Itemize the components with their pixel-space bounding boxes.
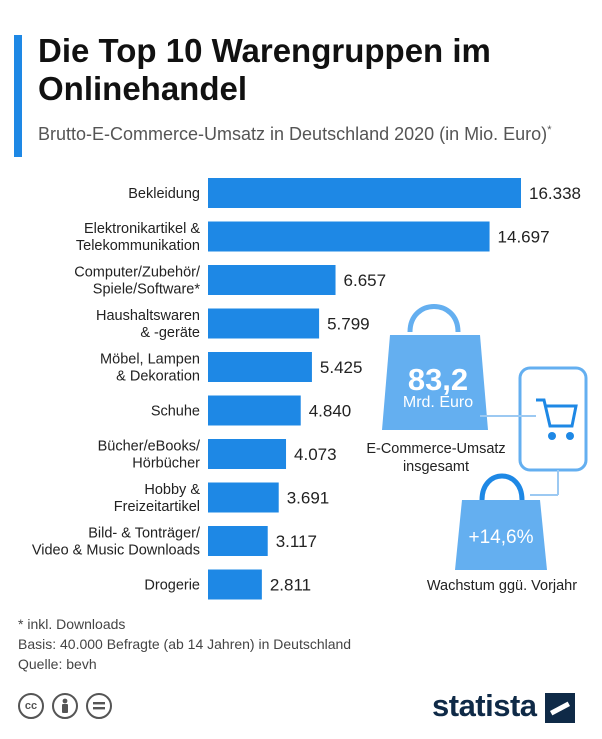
- statista-logo-icon: [545, 693, 575, 723]
- bar: [208, 526, 268, 556]
- total-value: 83,2: [407, 362, 469, 397]
- total-caption-line-1: E-Commerce-Umsatz: [366, 441, 506, 457]
- growth-value: +14,6%: [468, 527, 534, 548]
- value-label: 16.338: [529, 184, 581, 203]
- shopping-cart-icon: [536, 398, 578, 428]
- statista-logo[interactable]: statista: [432, 688, 537, 723]
- category-label: Schuhe: [151, 404, 200, 420]
- footnote-basis: Basis: 40.000 Befragte (ab 14 Jahren) in…: [18, 636, 352, 652]
- bar-chart: 16.338 Bekleidung 14.697 Elektronikartikel …: [32, 178, 581, 600]
- license-icons: cc: [18, 693, 112, 719]
- category-label-line: & Dekoration: [116, 369, 200, 385]
- bar: [208, 482, 279, 513]
- bar: [208, 178, 521, 208]
- category-label: Drogerie: [144, 578, 200, 594]
- phone-icon: [518, 366, 588, 472]
- nd-icon[interactable]: [86, 693, 112, 719]
- bar: [208, 352, 312, 382]
- chart-title: Die Top 10 Warengruppen im Onlinehandel: [38, 32, 491, 107]
- category-label-line: Video & Music Downloads: [32, 543, 200, 559]
- cc-icon[interactable]: cc: [18, 693, 44, 719]
- category-label-line: Elektronikartikel &: [84, 221, 200, 237]
- category-label-line: Hörbücher: [132, 456, 200, 472]
- category-label-line: Haushaltswaren: [96, 308, 200, 324]
- value-label: 3.117: [276, 532, 317, 551]
- footnote-source: Quelle: bevh: [18, 656, 97, 672]
- value-label: 6.657: [344, 271, 387, 290]
- category-label: Bild- & Tonträger/Video & Music Download…: [32, 526, 201, 559]
- value-label: 14.697: [498, 228, 550, 247]
- footnote-downloads: * inkl. Downloads: [18, 616, 126, 632]
- growth-caption: Wachstum ggü. Vorjahr: [426, 578, 578, 594]
- growth-bag-icon: [455, 500, 547, 570]
- value-label: 4.073: [294, 445, 337, 464]
- value-label: 3.691: [287, 489, 330, 508]
- total-bag-icon: [382, 335, 488, 430]
- category-label-line: Freizeitartikel: [114, 499, 200, 515]
- value-label: 4.840: [309, 402, 352, 421]
- subtitle-text: Brutto-E-Commerce-Umsatz in Deutschland …: [38, 124, 548, 144]
- category-label-line: Möbel, Lampen: [100, 352, 200, 368]
- chart-subtitle: Brutto-E-Commerce-Umsatz in Deutschland …: [38, 118, 578, 146]
- bar: [208, 308, 320, 339]
- growth-bag-handle-icon: [479, 473, 525, 501]
- category-label-line: Bekleidung: [128, 186, 200, 202]
- category-label-line: Bücher/eBooks/: [98, 439, 201, 455]
- category-label-line: Computer/Zubehör/: [74, 265, 201, 281]
- title-accent-bar: [14, 35, 22, 157]
- category-label-line: Telekommunikation: [76, 238, 200, 254]
- bar: [208, 569, 262, 600]
- category-label: Haushaltswaren & -geräte: [96, 308, 200, 341]
- bar: [208, 395, 301, 426]
- subtitle-footnote-mark: *: [547, 124, 552, 136]
- value-label: 2.811: [270, 576, 311, 595]
- category-label-line: Drogerie: [144, 578, 200, 594]
- category-label: Hobby & Freizeitartikel: [114, 482, 201, 515]
- bar: [208, 221, 490, 252]
- bar: [208, 439, 287, 469]
- category-label-line: Hobby &: [144, 482, 200, 498]
- category-label: Möbel, Lampen & Dekoration: [100, 352, 200, 385]
- infographic-graphic: [382, 304, 588, 570]
- category-label: Bücher/eBooks/Hörbücher: [98, 439, 201, 472]
- category-label: Bekleidung: [128, 186, 200, 202]
- bar: [208, 265, 336, 295]
- category-label: Elektronikartikel & Telekommunikation: [76, 221, 200, 254]
- total-bag-handle-icon: [407, 304, 461, 333]
- category-label: Computer/Zubehör/Spiele/Software*: [74, 265, 201, 298]
- category-label-line: Bild- & Tonträger/: [88, 526, 201, 542]
- value-label: 5.425: [320, 358, 363, 377]
- category-label-line: Spiele/Software*: [93, 282, 201, 298]
- by-icon[interactable]: [52, 693, 78, 719]
- category-label-line: & -geräte: [140, 325, 200, 341]
- total-caption-line-2: insgesamt: [402, 459, 470, 475]
- value-label: 5.799: [327, 315, 370, 334]
- category-label-line: Schuhe: [151, 404, 200, 420]
- total-caption: E-Commerce-Umsatz insgesamt: [356, 440, 516, 476]
- total-unit: Mrd. Euro: [402, 394, 474, 411]
